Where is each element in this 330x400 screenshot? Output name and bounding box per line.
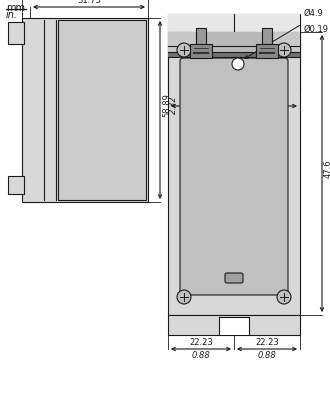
Text: 47.6: 47.6 [324,159,330,178]
Bar [168,14,300,47]
Circle shape [232,58,244,70]
Text: mm: mm [6,3,25,13]
Bar [190,44,212,58]
Text: 31.75: 31.75 [77,0,101,5]
Circle shape [277,290,291,304]
Bar [8,22,24,44]
Bar [168,32,196,52]
Bar [168,57,300,92]
Bar [196,28,206,44]
Text: in.: in. [6,10,18,20]
Circle shape [177,290,191,304]
Text: Ø4.9: Ø4.9 [304,9,324,18]
Text: 2.32: 2.32 [169,96,178,114]
Bar [168,32,300,315]
Bar [168,46,300,57]
Circle shape [277,43,291,57]
FancyBboxPatch shape [225,273,243,283]
FancyBboxPatch shape [180,58,288,295]
Text: 44.45: 44.45 [222,94,246,103]
Bar [219,317,249,335]
Bar [22,18,148,202]
Circle shape [177,43,191,57]
Bar [196,32,272,52]
Bar [8,176,24,194]
Text: 58.89: 58.89 [162,93,171,117]
Bar [168,315,300,335]
Bar [58,20,146,200]
Text: 1.75: 1.75 [225,108,244,117]
Text: 22.23: 22.23 [255,338,279,347]
Text: 22.23: 22.23 [189,338,213,347]
Bar [262,28,272,44]
Text: Ø0.19: Ø0.19 [304,25,329,34]
Text: 0.88: 0.88 [258,351,277,360]
Bar [226,79,242,86]
Bar [168,14,300,92]
Bar [272,32,300,52]
Text: 0.88: 0.88 [192,351,211,360]
Bar [256,44,278,58]
